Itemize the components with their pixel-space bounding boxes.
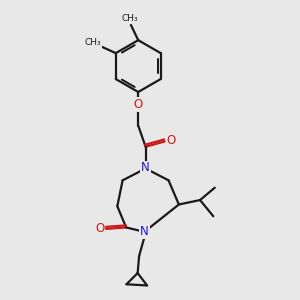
Text: O: O bbox=[95, 222, 104, 236]
Text: O: O bbox=[167, 134, 176, 147]
Text: CH₃: CH₃ bbox=[85, 38, 101, 47]
Text: O: O bbox=[134, 98, 143, 111]
Text: N: N bbox=[140, 225, 149, 239]
Text: N: N bbox=[141, 161, 150, 175]
Text: CH₃: CH₃ bbox=[121, 14, 138, 23]
